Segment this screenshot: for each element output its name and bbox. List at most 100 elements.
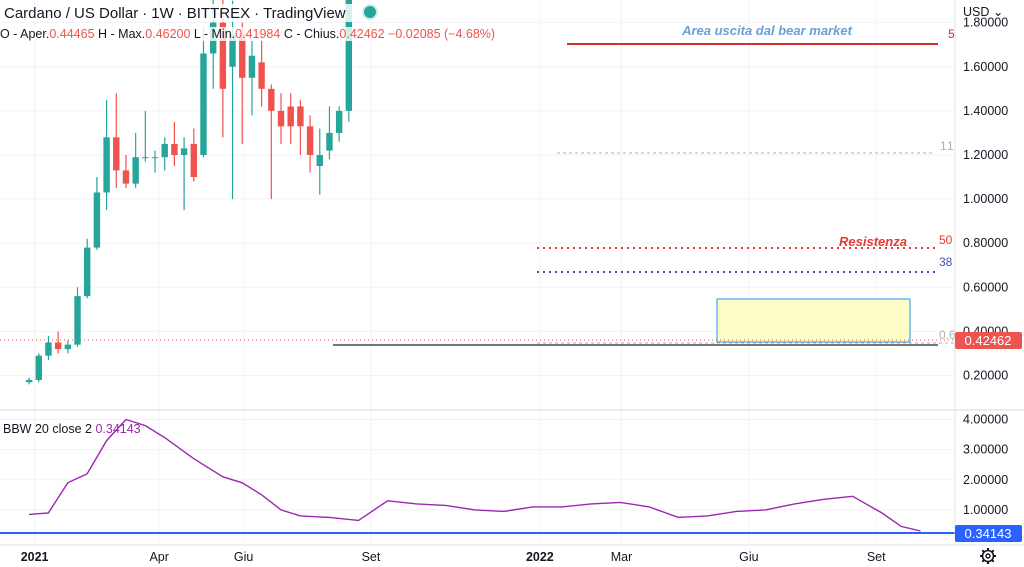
time-tick-label: Giu <box>234 550 254 564</box>
bbw-tick-label: 4.00000 <box>963 413 1008 427</box>
candle-body <box>190 143 197 178</box>
candle-body <box>248 55 256 78</box>
candle <box>248 40 256 116</box>
candle <box>132 132 139 189</box>
candle <box>142 110 149 162</box>
candle <box>64 340 72 354</box>
bbw-tick-label: 1.00000 <box>963 503 1008 517</box>
price-tick-label: 0.80000 <box>963 236 1008 250</box>
candle-body <box>142 157 149 159</box>
candle-body <box>132 157 139 184</box>
bbw-line[interactable] <box>29 418 921 532</box>
source-label: TradingView <box>263 5 346 22</box>
candle-body <box>93 192 101 248</box>
candle <box>103 99 110 211</box>
candle-body <box>258 62 265 89</box>
time-tick-label: Apr <box>149 550 168 564</box>
bbw-legend-value: 0.34143 <box>95 422 141 436</box>
candle-body <box>316 154 323 167</box>
fib-label-50: 50 <box>939 233 953 247</box>
candle <box>316 128 323 195</box>
last-price-tag <box>955 332 1022 349</box>
fib-label-38: 38 <box>939 255 953 269</box>
candle <box>113 93 120 189</box>
candle <box>268 84 275 200</box>
candle <box>326 106 333 160</box>
price-tick-label: 1.80000 <box>963 16 1008 30</box>
candle-body <box>277 110 285 127</box>
low-value: 0.41984 <box>235 27 281 41</box>
candle-body <box>64 344 72 350</box>
candle-body <box>268 88 275 111</box>
candle-body <box>345 0 353 111</box>
low-label: L - Min. <box>193 27 236 41</box>
bbw-params: 20 close 2 <box>34 422 92 436</box>
price-tick-label: 1.00000 <box>963 192 1008 206</box>
candle <box>151 150 159 173</box>
candle <box>74 287 81 347</box>
close-value: 0.42462 <box>339 27 385 41</box>
bbw-name: BBW <box>3 422 32 436</box>
time-gridlines <box>34 0 877 545</box>
candle <box>161 137 168 171</box>
consolidation-range-box[interactable] <box>716 298 911 343</box>
time-tick-label: Set <box>362 550 381 564</box>
candle-body <box>45 342 52 356</box>
candle <box>258 40 265 107</box>
settings-gear-icon[interactable] <box>980 548 996 564</box>
symbol-title[interactable]: Cardano / US Dollar <box>4 5 139 22</box>
candle <box>297 99 304 155</box>
candle-body <box>25 379 33 383</box>
candle <box>35 353 42 383</box>
resistance-label: Resistenza <box>839 234 907 249</box>
candle <box>239 22 246 144</box>
time-tick-label: 2022 <box>526 550 554 564</box>
candle-body <box>297 106 304 127</box>
symbol-header[interactable]: Cardano / US Dollar · 1W · BITTREX · TradingVi… <box>4 4 382 22</box>
time-tick-label: 2021 <box>21 550 49 564</box>
price-tick-label: 1.60000 <box>963 60 1008 74</box>
time-tick-label: Giu <box>739 550 759 564</box>
candlestick-series[interactable] <box>25 0 353 385</box>
price-tick-label: 0.60000 <box>963 280 1008 294</box>
candle-body <box>113 137 120 171</box>
high-label: H - Max. <box>98 27 146 41</box>
bbw-last-tag <box>955 525 1022 542</box>
candle <box>84 238 91 299</box>
open-value: 0.44465 <box>49 27 95 41</box>
candle <box>54 331 62 354</box>
candle-body <box>54 342 62 350</box>
fib-label-zero: 0.6 <box>939 328 956 342</box>
candle-body <box>171 143 178 155</box>
candle <box>200 27 207 158</box>
close-label: C - Chius. <box>283 27 340 41</box>
candle <box>335 106 343 142</box>
ohlc-legend: O - Aper.0.44465 H - Max.0.46200 L - Min… <box>0 27 499 41</box>
chevron-down-icon[interactable]: ⌄ <box>992 5 1004 19</box>
change-value: −0.02085 (−4.68%) <box>388 27 496 41</box>
currency-selector[interactable]: USD ⌄ <box>963 4 1003 19</box>
candle-body <box>335 110 343 133</box>
candle-body <box>84 247 91 297</box>
candle <box>219 0 227 138</box>
candle <box>25 377 33 385</box>
candle-body <box>229 33 236 67</box>
candle <box>45 335 52 361</box>
bbw-gridlines <box>0 419 955 511</box>
market-status-icon[interactable] <box>361 4 378 20</box>
bbw-tick-label: 3.00000 <box>963 443 1008 457</box>
interval-label[interactable]: 1W <box>151 5 174 22</box>
bbw-legend[interactable]: BBW 20 close 2 0.34143 <box>3 422 141 436</box>
time-axis[interactable]: 2021 Apr Giu Set 2022 Mar Giu Set <box>21 550 886 564</box>
candle-body <box>306 126 314 155</box>
price-axis[interactable]: 0.200000.400000.600000.800001.000001.200… <box>963 16 1008 383</box>
candle-body <box>151 157 159 159</box>
candle <box>277 93 285 144</box>
high-value: 0.46200 <box>145 27 191 41</box>
bbw-axis[interactable]: 1.00000 2.00000 3.00000 4.00000 <box>963 413 1008 517</box>
fib-label-1: 1 <box>940 139 947 153</box>
currency-label[interactable]: USD <box>963 5 990 19</box>
exchange-label: BITTREX <box>186 5 251 22</box>
open-label: O - Aper. <box>0 27 50 41</box>
